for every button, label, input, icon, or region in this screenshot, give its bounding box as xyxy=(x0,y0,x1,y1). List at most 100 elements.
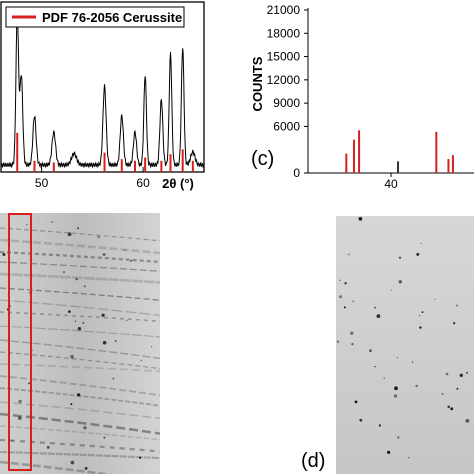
diffraction-spot xyxy=(124,249,126,251)
diffraction-spot xyxy=(70,354,74,359)
diffraction-spot xyxy=(77,227,80,230)
diffraction-spot xyxy=(352,300,354,302)
diffraction-spot xyxy=(112,377,115,380)
y-tick-label: 21000 xyxy=(267,3,301,17)
diffraction-spot xyxy=(339,279,341,281)
diffraction-spot xyxy=(126,319,128,322)
highlight-rectangle xyxy=(8,213,32,471)
diffraction-spot xyxy=(28,382,30,385)
diffraction-streak xyxy=(0,351,161,370)
diffraction-streak xyxy=(0,460,114,474)
diffraction-image-right: (d) xyxy=(301,216,474,474)
y-tick-label: 0 xyxy=(293,166,300,180)
diffraction-streak xyxy=(0,238,161,255)
diffraction-spot xyxy=(358,217,363,221)
diffraction-streak xyxy=(0,261,161,272)
diffraction-spot xyxy=(369,349,372,352)
diffraction-spot xyxy=(456,387,459,390)
diffraction-streak xyxy=(0,425,161,441)
diffraction-spot xyxy=(18,416,22,420)
diffraction-streak xyxy=(0,227,161,242)
diffraction-spot xyxy=(344,282,347,285)
panel-label-d: (d) xyxy=(301,450,325,472)
diffraction-spot xyxy=(447,405,451,409)
diffraction-spot xyxy=(70,403,73,406)
diffraction-spot xyxy=(46,446,50,449)
diffraction-spots xyxy=(2,221,153,470)
diffraction-streak xyxy=(0,339,161,360)
diffraction-streak xyxy=(0,287,161,301)
diffraction-spot xyxy=(348,253,350,256)
diffraction-spot xyxy=(151,346,153,348)
diffraction-spot xyxy=(75,278,78,281)
diffraction-spot xyxy=(97,236,100,239)
diffraction-spot xyxy=(354,400,358,404)
diffraction-spot xyxy=(421,311,424,313)
diffraction-spot xyxy=(84,467,88,470)
diffraction-streak xyxy=(0,325,161,338)
diffraction-spot xyxy=(419,315,421,317)
y-tick-label: 12000 xyxy=(267,73,301,87)
reference-lines xyxy=(16,132,194,172)
diffraction-streak xyxy=(0,363,161,373)
diffraction-spot xyxy=(408,457,410,459)
diffraction-streak xyxy=(0,412,161,435)
diffraction-streak xyxy=(0,438,161,453)
diffraction-spot xyxy=(2,253,6,256)
diffraction-spot xyxy=(68,310,71,313)
diffraction-spot xyxy=(394,386,398,391)
y-tick-label: 15000 xyxy=(267,50,301,64)
diffraction-spot xyxy=(465,371,468,374)
y-axis-title: COUNTS xyxy=(250,56,265,111)
diffraction-spot xyxy=(397,436,400,439)
diffraction-spot xyxy=(343,306,346,309)
diffraction-streak xyxy=(0,450,161,460)
diffraction-spot xyxy=(103,436,106,439)
diffraction-spot xyxy=(26,223,28,226)
diffraction-spot xyxy=(67,232,72,237)
diffraction-spot xyxy=(434,298,436,300)
diffraction-streak xyxy=(0,299,161,317)
diffraction-spot xyxy=(459,373,463,377)
diffraction-spot xyxy=(350,331,354,335)
peak-bars xyxy=(345,130,454,173)
x-tick-label-60: 60 xyxy=(136,176,150,190)
diffraction-streak xyxy=(0,311,161,323)
diffraction-spot xyxy=(83,426,87,430)
xrd-panel-left: PDF 76-2056 Cerussite 50 60 2θ (°) xyxy=(0,1,205,191)
diffraction-spot xyxy=(465,419,470,423)
diffraction-streaks xyxy=(0,227,161,474)
x-axis-ticks xyxy=(41,167,144,172)
diffraction-spot xyxy=(130,259,133,262)
diffraction-spot xyxy=(420,242,422,244)
diffraction-spot xyxy=(74,320,77,322)
x-tick-label-50: 50 xyxy=(35,176,49,190)
y-axis-ticks xyxy=(304,9,308,174)
diffraction-spot xyxy=(453,322,456,325)
diffraction-spot xyxy=(456,304,458,307)
diffraction-spot xyxy=(62,271,66,274)
diffraction-spot xyxy=(339,295,342,299)
diffraction-spot xyxy=(378,424,382,427)
diffraction-spot xyxy=(374,366,376,368)
diffraction-spot xyxy=(393,394,398,398)
diffraction-spot xyxy=(102,340,107,345)
diffraction-spot xyxy=(441,393,444,395)
diffraction-streak xyxy=(0,250,161,264)
diffraction-streak xyxy=(0,401,161,420)
panel-label-c: (c) xyxy=(251,148,274,170)
diffraction-spot xyxy=(396,357,398,359)
diffraction-spot xyxy=(114,340,117,342)
diffraction-spot xyxy=(140,359,142,362)
diffraction-spot xyxy=(101,313,105,317)
y-tick-label: 6000 xyxy=(273,119,300,133)
diffraction-spot xyxy=(359,418,363,422)
x-axis-title: 2θ (°) xyxy=(162,176,194,191)
diffraction-image-left xyxy=(0,213,161,474)
diffraction-spot xyxy=(398,256,402,259)
y-tick-label: 9000 xyxy=(273,96,300,110)
diffraction-spot xyxy=(383,377,385,379)
diffraction-streak xyxy=(0,387,161,407)
diffraction-spot xyxy=(398,280,402,284)
